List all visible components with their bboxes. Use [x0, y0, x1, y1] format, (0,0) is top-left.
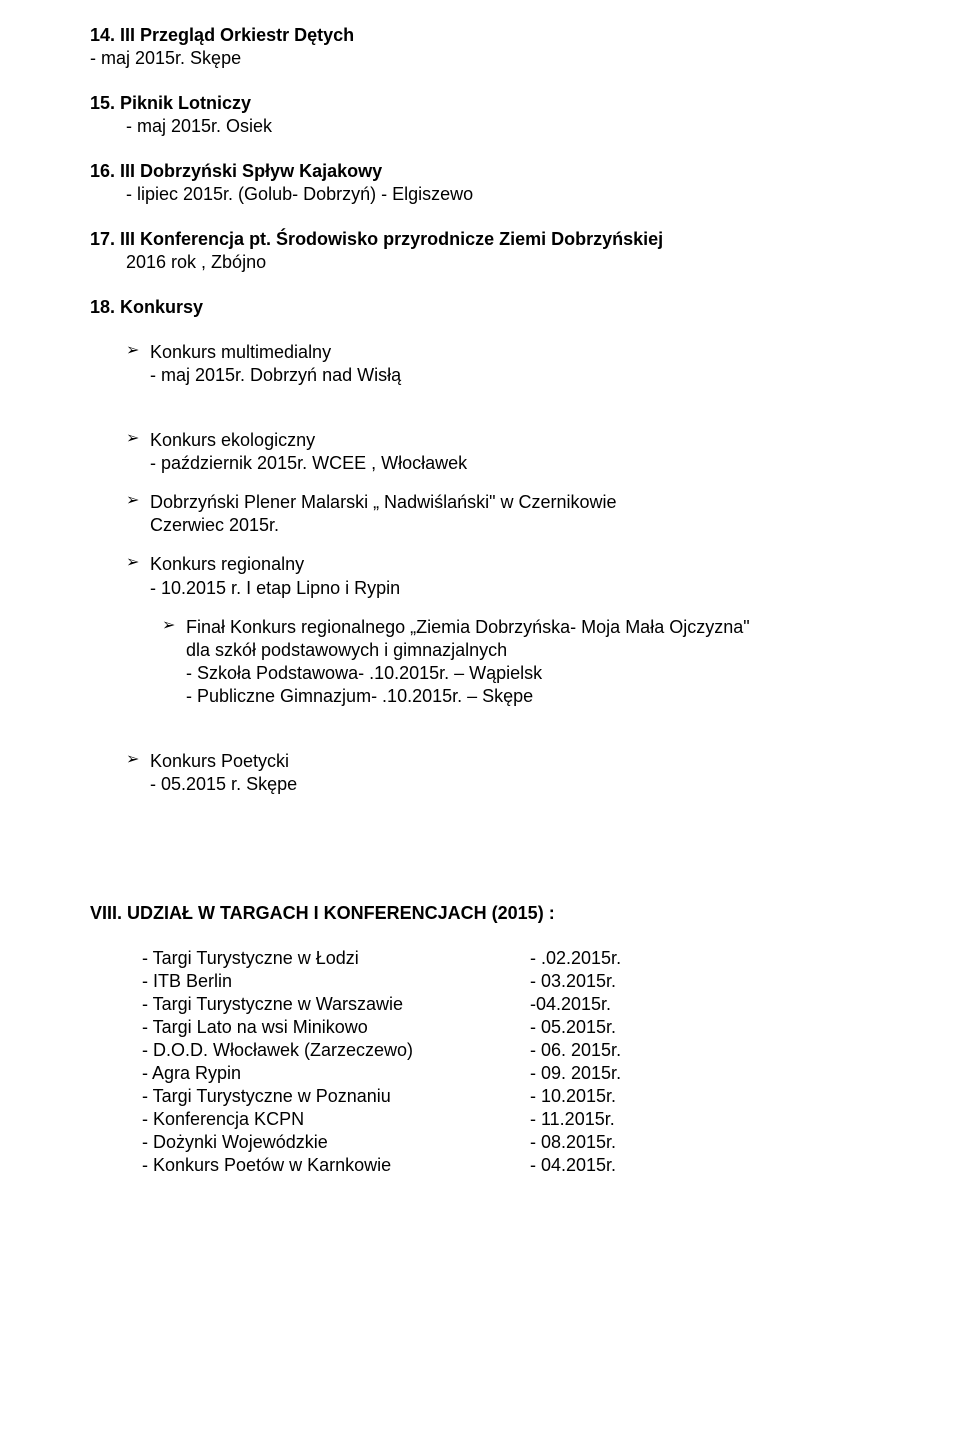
targi-name: - Konkurs Poetów w Karnkowie	[142, 1154, 522, 1177]
item-line: - lipiec 2015r. (Golub- Dobrzyń) - Elgis…	[90, 183, 870, 206]
bullet-line: - październik 2015r. WCEE , Włocławek	[150, 452, 870, 475]
targi-row: - Konkurs Poetów w Karnkowie - 04.2015r.	[142, 1154, 870, 1177]
targi-name: - D.O.D. Włocławek (Zarzeczewo)	[142, 1039, 522, 1062]
bullet-item: ➢Dobrzyński Plener Malarski „ Nadwiślańs…	[126, 491, 870, 537]
targi-date: - 10.2015r.	[530, 1085, 870, 1108]
bullet-body: Konkurs regionalny- 10.2015 r. I etap Li…	[150, 553, 870, 599]
bullet-line: - 10.2015 r. I etap Lipno i Rypin	[150, 577, 870, 600]
bullet-body: Dobrzyński Plener Malarski „ Nadwiślańsk…	[150, 491, 870, 537]
targi-date: -04.2015r.	[530, 993, 870, 1016]
bullet-body: Konkurs Poetycki- 05.2015 r. Skępe	[150, 750, 870, 796]
bullet-line: Czerwiec 2015r.	[150, 514, 870, 537]
item-title: III Przegląd Orkiestr Dętych	[120, 25, 354, 45]
targi-name: - ITB Berlin	[142, 970, 522, 993]
bullet-item: ➢Konkurs multimedialny- maj 2015r. Dobrz…	[126, 341, 870, 387]
item-title: Piknik Lotniczy	[120, 93, 251, 113]
bullet-line: - 05.2015 r. Skępe	[150, 773, 870, 796]
item-title: Konkursy	[120, 297, 203, 317]
bullet-body: Konkurs multimedialny- maj 2015r. Dobrzy…	[150, 341, 870, 387]
bullet-lead: Konkurs regionalny	[150, 553, 870, 576]
bullet-line: dla szkół podstawowych i gimnazjalnych	[186, 639, 870, 662]
targi-row: - Targi Lato na wsi Minikowo - 05.2015r.	[142, 1016, 870, 1039]
item-head: 18. Konkursy	[90, 296, 870, 319]
item-head: 14. III Przegląd Orkiestr Dętych	[90, 24, 870, 47]
item-line: - maj 2015r. Skępe	[90, 47, 870, 70]
targi-name: - Targi Turystyczne w Poznaniu	[142, 1085, 522, 1108]
bullet-lead: Konkurs multimedialny	[150, 341, 870, 364]
bullet-lead: Konkurs ekologiczny	[150, 429, 870, 452]
bullet-line: - Szkoła Podstawowa- .10.2015r. – Wąpiel…	[186, 662, 870, 685]
item-line: - maj 2015r. Osiek	[90, 115, 870, 138]
targi-row: - Targi Turystyczne w Warszawie -04.2015…	[142, 993, 870, 1016]
bullet-arrow-icon: ➢	[126, 491, 150, 511]
bullet-arrow-icon: ➢	[126, 553, 150, 573]
targi-date: - 06. 2015r.	[530, 1039, 870, 1062]
item-number: 17.	[90, 229, 120, 249]
targi-row: - Konferencja KCPN - 11.2015r.	[142, 1108, 870, 1131]
item-head: 15. Piknik Lotniczy	[90, 92, 870, 115]
item-line: 2016 rok , Zbójno	[90, 251, 870, 274]
targi-date: - .02.2015r.	[530, 947, 870, 970]
targi-name: - Targi Turystyczne w Warszawie	[142, 993, 522, 1016]
targi-name: - Dożynki Wojewódzkie	[142, 1131, 522, 1154]
bullet-body: Konkurs ekologiczny- październik 2015r. …	[150, 429, 870, 475]
bullet-line: - maj 2015r. Dobrzyń nad Wisłą	[150, 364, 870, 387]
item-head: 17. III Konferencja pt. Środowisko przyr…	[90, 228, 870, 251]
bullet-arrow-icon: ➢	[126, 341, 150, 361]
targi-name: - Agra Rypin	[142, 1062, 522, 1085]
numbered-item: 17. III Konferencja pt. Środowisko przyr…	[90, 228, 870, 274]
item-number: 15.	[90, 93, 120, 113]
targi-date: - 09. 2015r.	[530, 1062, 870, 1085]
targi-date: - 05.2015r.	[530, 1016, 870, 1039]
targi-date: - 08.2015r.	[530, 1131, 870, 1154]
targi-row: - D.O.D. Włocławek (Zarzeczewo) - 06. 201…	[142, 1039, 870, 1062]
section-8-heading: VIII. UDZIAŁ W TARGACH I KONFERENCJACH (…	[90, 902, 870, 925]
targi-date: - 03.2015r.	[530, 970, 870, 993]
targi-row: - Agra Rypin - 09. 2015r.	[142, 1062, 870, 1085]
numbered-item: 15. Piknik Lotniczy- maj 2015r. Osiek	[90, 92, 870, 138]
targi-name: - Konferencja KCPN	[142, 1108, 522, 1131]
numbered-item: 14. III Przegląd Orkiestr Dętych- maj 20…	[90, 24, 870, 70]
bullet-arrow-icon: ➢	[126, 429, 150, 449]
targi-row: - ITB Berlin - 03.2015r.	[142, 970, 870, 993]
bullet-item: ➢Konkurs ekologiczny- październik 2015r.…	[126, 429, 870, 475]
targi-name: - Targi Turystyczne w Łodzi	[142, 947, 522, 970]
numbered-item: 18. Konkursy	[90, 296, 870, 319]
item-number: 18.	[90, 297, 120, 317]
bullet-lead: Dobrzyński Plener Malarski „ Nadwiślańsk…	[150, 491, 870, 514]
bullet-arrow-icon: ➢	[162, 616, 186, 636]
bullet-arrow-icon: ➢	[126, 750, 150, 770]
bullet-lead: Konkurs Poetycki	[150, 750, 870, 773]
targi-date: - 11.2015r.	[530, 1108, 870, 1131]
bullet-line: - Publiczne Gimnazjum- .10.2015r. – Skęp…	[186, 685, 870, 708]
targi-row: - Targi Turystyczne w Poznaniu - 10.2015r…	[142, 1085, 870, 1108]
targi-date: - 04.2015r.	[530, 1154, 870, 1177]
item-number: 14.	[90, 25, 120, 45]
item-head: 16. III Dobrzyński Spływ Kajakowy	[90, 160, 870, 183]
bullet-item: ➢Finał Konkurs regionalnego „Ziemia Dobr…	[162, 616, 870, 708]
item-title: III Dobrzyński Spływ Kajakowy	[120, 161, 382, 181]
targi-row: - Targi Turystyczne w Łodzi - .02.2015r.	[142, 947, 870, 970]
bullet-lead: Finał Konkurs regionalnego „Ziemia Dobrz…	[186, 616, 870, 639]
bullet-item: ➢Konkurs Poetycki- 05.2015 r. Skępe	[126, 750, 870, 796]
targi-name: - Targi Lato na wsi Minikowo	[142, 1016, 522, 1039]
item-number: 16.	[90, 161, 120, 181]
bullet-item: ➢Konkurs regionalny- 10.2015 r. I etap L…	[126, 553, 870, 599]
item-title: III Konferencja pt. Środowisko przyrodni…	[120, 229, 663, 249]
bullet-body: Finał Konkurs regionalnego „Ziemia Dobrz…	[186, 616, 870, 708]
targi-row: - Dożynki Wojewódzkie - 08.2015r.	[142, 1131, 870, 1154]
numbered-item: 16. III Dobrzyński Spływ Kajakowy- lipie…	[90, 160, 870, 206]
document-page: 14. III Przegląd Orkiestr Dętych- maj 20…	[0, 0, 960, 1446]
targi-list: - Targi Turystyczne w Łodzi- .02.2015r.-…	[90, 947, 870, 1177]
